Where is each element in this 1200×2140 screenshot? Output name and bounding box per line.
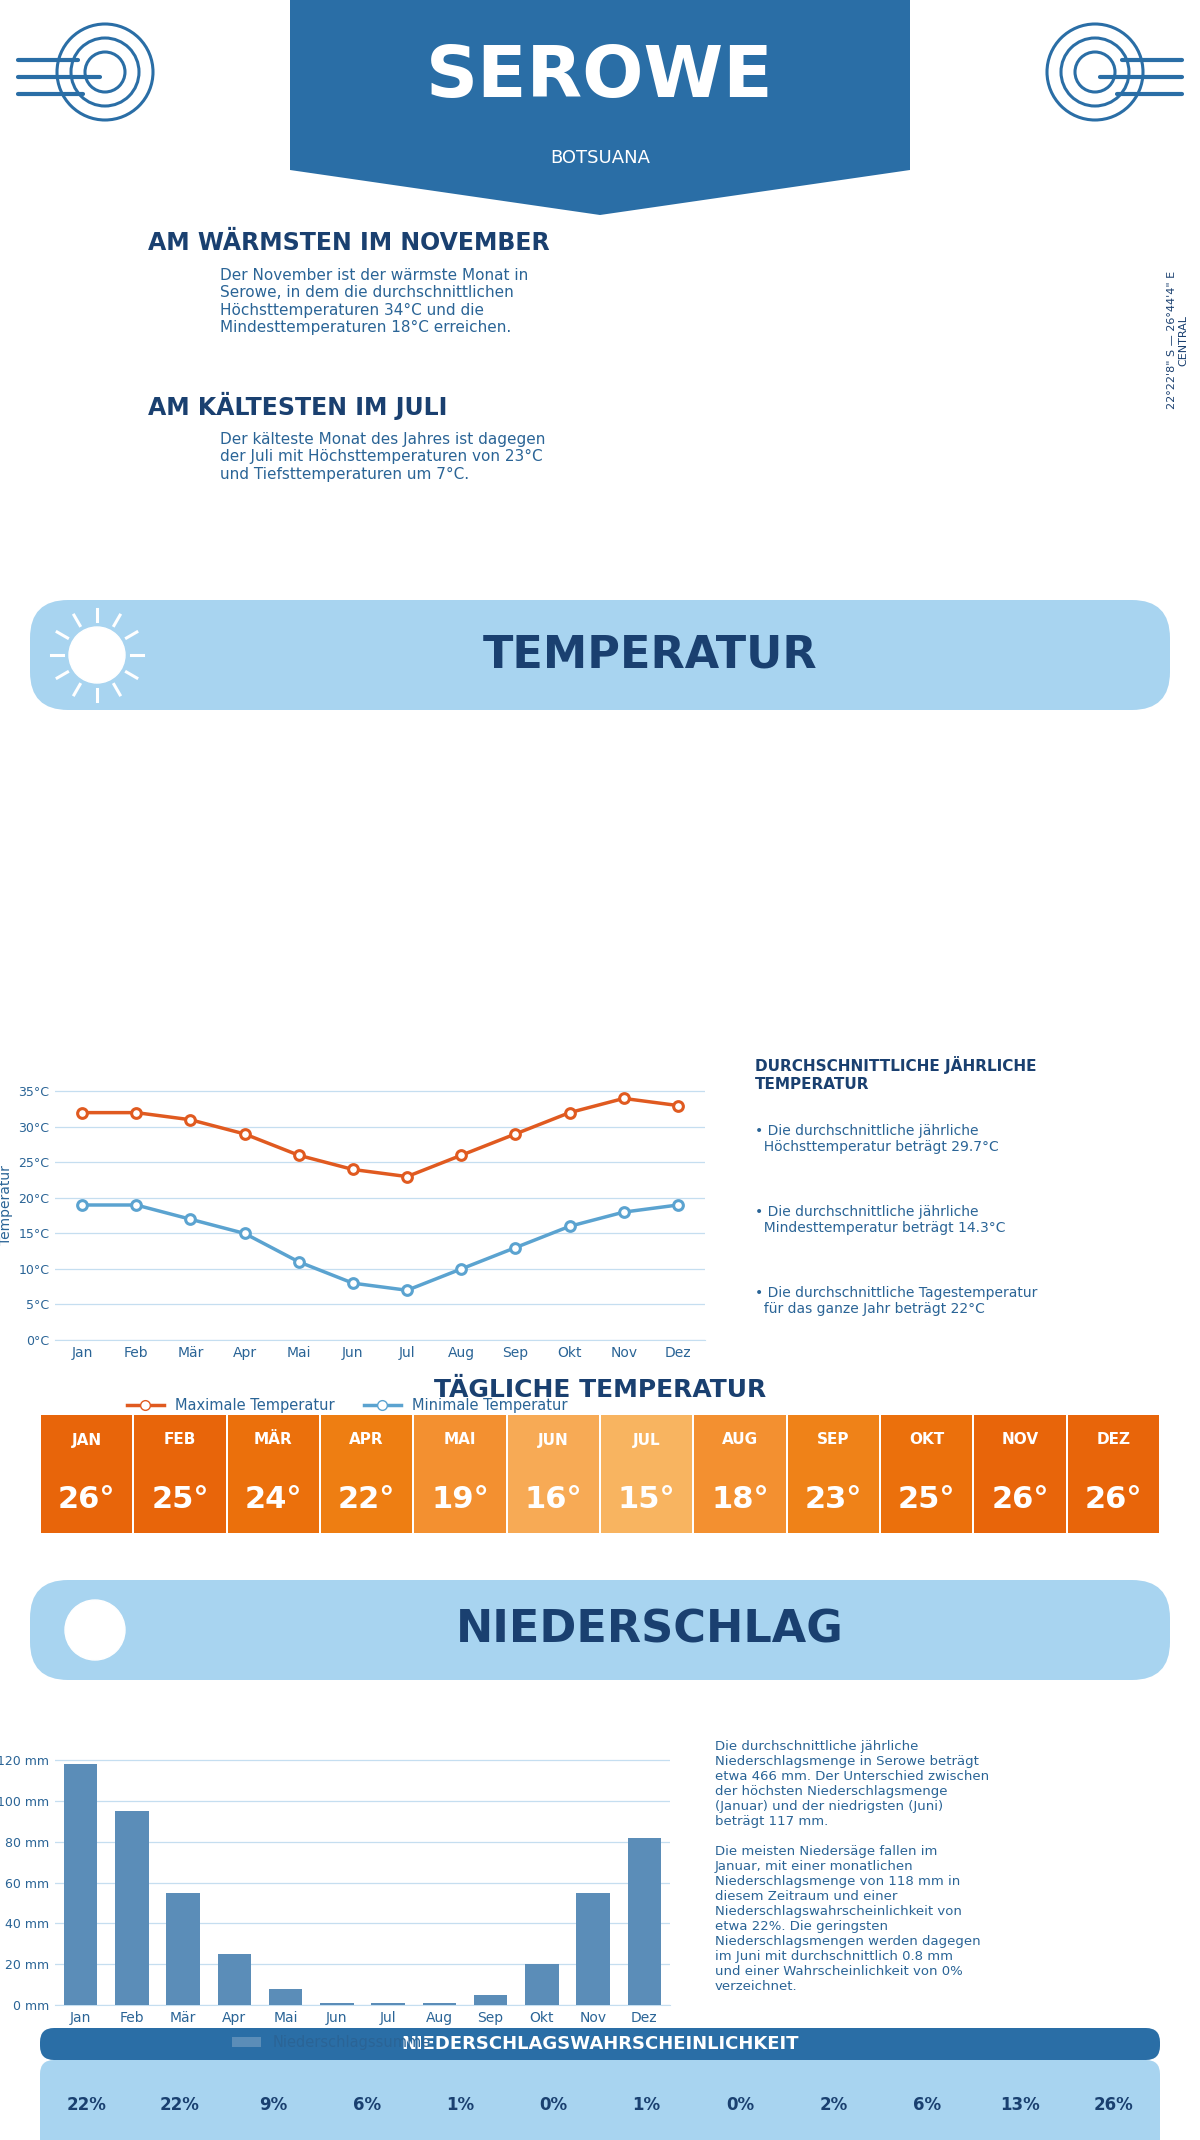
Text: 26%: 26%	[1093, 2095, 1133, 2114]
Text: 13%: 13%	[1000, 2095, 1040, 2114]
Text: MÄR: MÄR	[254, 1432, 293, 1447]
Text: • Schnee: 0%: • Schnee: 0%	[770, 2136, 875, 2140]
Bar	[269, 1988, 302, 2005]
Polygon shape	[290, 0, 910, 214]
Text: 0%: 0%	[539, 2095, 568, 2114]
Text: NIEDERSCHLAG NACH TYP: NIEDERSCHLAG NACH TYP	[770, 2078, 1015, 2095]
Text: 22°22'8" S — 26°44'4" E
CENTRAL: 22°22'8" S — 26°44'4" E CENTRAL	[1168, 272, 1189, 409]
Text: • Die durchschnittliche jährliche
  Höchsttemperatur beträgt 29.7°C: • Die durchschnittliche jährliche Höchst…	[755, 1124, 998, 1153]
Text: 15°: 15°	[618, 1485, 676, 1513]
Text: 0%: 0%	[726, 2095, 754, 2114]
Text: 22%: 22%	[160, 2095, 200, 2114]
Text: 1%: 1%	[632, 2095, 661, 2114]
Text: 18°: 18°	[712, 1485, 769, 1513]
Bar	[414, 1415, 505, 1466]
Bar	[508, 1466, 599, 1532]
Text: Der kälteste Monat des Jahres ist dagegen
der Juli mit Höchsttemperaturen von 23: Der kälteste Monat des Jahres ist dagege…	[220, 432, 545, 482]
Text: AM WÄRMSTEN IM NOVEMBER: AM WÄRMSTEN IM NOVEMBER	[148, 231, 550, 255]
Text: 1%: 1%	[446, 2095, 474, 2114]
Text: 24°: 24°	[245, 1485, 302, 1513]
Bar	[322, 1415, 413, 1466]
FancyBboxPatch shape	[30, 1579, 1170, 1680]
Text: NIEDERSCHLAG: NIEDERSCHLAG	[456, 1609, 844, 1652]
Bar	[134, 1466, 226, 1532]
Bar	[576, 1894, 610, 2005]
Text: 25°: 25°	[898, 1485, 955, 1513]
Text: AUG: AUG	[722, 1432, 758, 1447]
Bar	[601, 1415, 692, 1466]
Text: 22%: 22%	[67, 2095, 107, 2114]
Text: 26°: 26°	[991, 1485, 1049, 1513]
Circle shape	[70, 627, 125, 683]
FancyBboxPatch shape	[30, 599, 1170, 710]
Text: 6%: 6%	[913, 2095, 941, 2114]
Bar	[1068, 1415, 1159, 1466]
Text: Die durchschnittliche jährliche
Niederschlagsmenge in Serowe beträgt
etwa 466 mm: Die durchschnittliche jährliche Niedersc…	[715, 1740, 989, 1992]
Text: JUN: JUN	[538, 1432, 569, 1447]
Text: 19°: 19°	[431, 1485, 488, 1513]
Text: • Die durchschnittliche Tagestemperatur
  für das ganze Jahr beträgt 22°C: • Die durchschnittliche Tagestemperatur …	[755, 1286, 1037, 1316]
Bar	[228, 1466, 319, 1532]
Text: • Regen: 100%: • Regen: 100%	[770, 2106, 886, 2121]
Text: SEROWE: SEROWE	[426, 43, 774, 113]
Bar	[41, 1466, 132, 1532]
Y-axis label: Temperatur: Temperatur	[0, 1164, 13, 1245]
Bar	[695, 1466, 786, 1532]
Text: 6%: 6%	[353, 2095, 380, 2114]
Bar	[974, 1466, 1066, 1532]
Text: TEMPERATUR: TEMPERATUR	[482, 633, 817, 676]
Bar	[628, 1838, 661, 2005]
Bar	[115, 1810, 149, 2005]
Bar	[881, 1415, 972, 1466]
Bar	[787, 1415, 878, 1466]
Text: 23°: 23°	[805, 1485, 862, 1513]
FancyBboxPatch shape	[40, 2029, 1160, 2061]
Text: APR: APR	[349, 1432, 384, 1447]
Text: • Die durchschnittliche jährliche
  Mindesttemperatur beträgt 14.3°C: • Die durchschnittliche jährliche Mindes…	[755, 1205, 1006, 1235]
Text: TÄGLICHE TEMPERATUR: TÄGLICHE TEMPERATUR	[434, 1378, 766, 1402]
Bar	[881, 1466, 972, 1532]
Bar	[64, 1766, 97, 2005]
Text: OKT: OKT	[910, 1432, 944, 1447]
Text: 9%: 9%	[259, 2095, 288, 2114]
Bar	[601, 1466, 692, 1532]
FancyBboxPatch shape	[40, 2061, 1160, 2140]
Bar	[695, 1415, 786, 1466]
Bar	[974, 1415, 1066, 1466]
Text: NOV: NOV	[1002, 1432, 1038, 1447]
Text: AM KÄLTESTEN IM JULI: AM KÄLTESTEN IM JULI	[148, 392, 448, 419]
Bar	[134, 1415, 226, 1466]
Bar	[41, 1415, 132, 1466]
Text: FEB: FEB	[164, 1432, 196, 1447]
Text: 2%: 2%	[820, 2095, 847, 2114]
Bar	[167, 1894, 199, 2005]
Text: JUL: JUL	[632, 1432, 660, 1447]
Bar	[1068, 1466, 1159, 1532]
Bar	[787, 1466, 878, 1532]
Legend: Niederschlagssumme: Niederschlagssumme	[227, 2029, 437, 2057]
Text: MAI: MAI	[444, 1432, 476, 1447]
Bar	[322, 1466, 413, 1532]
Text: BOTSUANA: BOTSUANA	[550, 150, 650, 167]
Circle shape	[65, 1601, 125, 1661]
Text: 26°: 26°	[58, 1485, 115, 1513]
Text: 26°: 26°	[1085, 1485, 1142, 1513]
Bar	[228, 1415, 319, 1466]
Text: 25°: 25°	[151, 1485, 209, 1513]
Text: DURCHSCHNITTLICHE JÄHRLICHE
TEMPERATUR: DURCHSCHNITTLICHE JÄHRLICHE TEMPERATUR	[755, 1057, 1037, 1091]
Text: SEP: SEP	[817, 1432, 850, 1447]
Text: 22°: 22°	[338, 1485, 395, 1513]
Bar	[217, 1954, 251, 2005]
Bar	[508, 1415, 599, 1466]
Text: 16°: 16°	[524, 1485, 582, 1513]
Text: DEZ: DEZ	[1097, 1432, 1130, 1447]
Text: JAN: JAN	[72, 1432, 102, 1447]
Bar	[474, 1994, 508, 2005]
Bar	[526, 1965, 558, 2005]
Bar	[414, 1466, 505, 1532]
Legend: Maximale Temperatur, Minimale Temperatur: Maximale Temperatur, Minimale Temperatur	[121, 1393, 574, 1419]
Text: NIEDERSCHLAGSWAHRSCHEINLICHKEIT: NIEDERSCHLAGSWAHRSCHEINLICHKEIT	[401, 2035, 799, 2052]
Text: Der November ist der wärmste Monat in
Serowe, in dem die durchschnittlichen
Höch: Der November ist der wärmste Monat in Se…	[220, 268, 528, 336]
